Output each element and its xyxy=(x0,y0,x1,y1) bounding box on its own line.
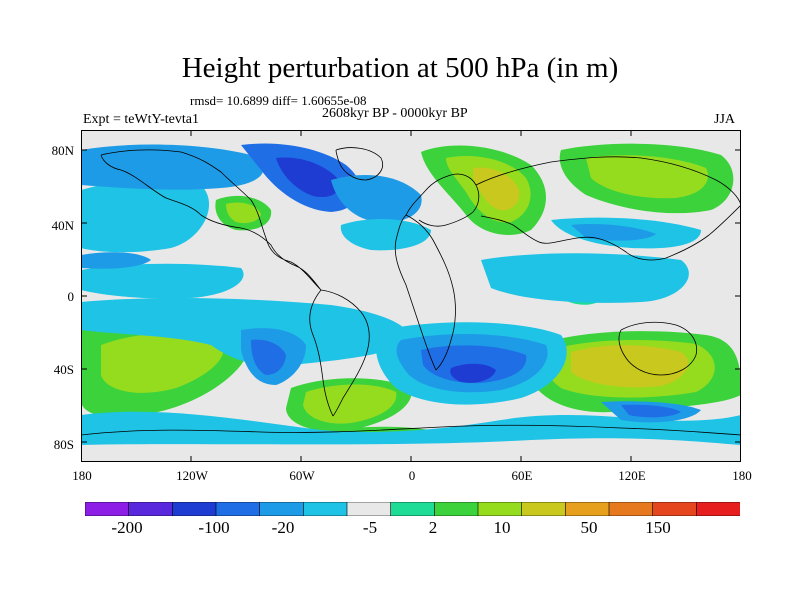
colorbar-swatch xyxy=(346,501,392,517)
colorbar-label: -5 xyxy=(362,518,378,537)
season-label: JJA xyxy=(714,112,736,127)
colorbar-swatch xyxy=(434,501,479,517)
negative-anomaly-regions xyxy=(81,143,741,462)
colorbar-label: -20 xyxy=(271,518,295,537)
colorbar-swatch xyxy=(390,501,436,517)
lon-label: 120E xyxy=(618,468,646,483)
colorbar-label: -100 xyxy=(198,518,230,537)
rmsd-stats: rmsd= 10.6899 diff= 1.60655e-08 xyxy=(190,93,367,108)
experiment-label: Expt = teWtY-tevta1 xyxy=(83,112,199,127)
field-patch xyxy=(81,438,741,462)
positive-anomaly-regions xyxy=(81,143,741,451)
colorbar-label: 2 xyxy=(428,518,438,537)
colorbar-swatch xyxy=(303,501,348,517)
colorbar-swatch xyxy=(521,501,567,517)
colorbar-swatch xyxy=(477,501,523,517)
field-patch xyxy=(303,384,397,424)
colorbar-swatch xyxy=(565,501,610,517)
coastline-asia xyxy=(475,156,741,261)
lon-label: 0 xyxy=(408,468,416,483)
field-patch xyxy=(571,224,656,241)
colorbar-label: 150 xyxy=(645,518,671,537)
lon-label: 60W xyxy=(289,468,315,483)
period-label: 2608kyr BP - 0000kyr BP xyxy=(322,106,468,121)
colorbar-swatch xyxy=(84,501,130,517)
field-patch xyxy=(340,218,431,251)
coastline-greenland xyxy=(335,147,383,181)
field-patch xyxy=(81,178,210,253)
colorbar-swatch xyxy=(128,501,174,517)
field-patch xyxy=(473,167,520,211)
field-patch xyxy=(450,363,496,383)
lat-label: 80N xyxy=(51,143,74,158)
height-field-map xyxy=(81,130,741,462)
colorbar-swatch xyxy=(652,501,698,517)
lat-label: 0 xyxy=(67,289,75,304)
coastlines xyxy=(81,147,741,436)
colorbar-swatch xyxy=(608,501,654,517)
lon-label: 60E xyxy=(511,468,533,483)
field-patch xyxy=(226,202,261,224)
field-patch xyxy=(101,333,224,393)
colorbar-swatch xyxy=(696,501,741,517)
field-patch xyxy=(621,404,681,418)
colorbar-swatches xyxy=(84,501,741,517)
colorbar-label: 50 xyxy=(580,518,598,537)
colorbar xyxy=(84,501,741,517)
field-patch xyxy=(251,339,286,375)
field-patch xyxy=(331,175,422,223)
field-patch xyxy=(586,155,708,199)
map-panel xyxy=(81,130,741,462)
coastline-africa xyxy=(394,214,456,371)
field-patch xyxy=(81,252,151,269)
field-patch xyxy=(276,157,340,198)
lon-label: 180 xyxy=(732,468,752,483)
lat-label: 80S xyxy=(53,437,74,452)
colorbar-label: 10 xyxy=(493,518,511,537)
colorbar-swatch xyxy=(215,501,261,517)
coastline-antarctica xyxy=(81,424,741,436)
field-patch xyxy=(481,253,689,303)
lon-label: 120W xyxy=(176,468,208,483)
plot-title: Height perturbation at 500 hPa (in m) xyxy=(181,52,619,84)
lat-label: 40S xyxy=(53,362,74,377)
coastline-australia xyxy=(618,321,698,376)
colorbar-swatch xyxy=(259,501,305,517)
lat-label: 40N xyxy=(51,218,74,233)
axis-ticks xyxy=(81,130,741,462)
field-patch xyxy=(571,345,689,388)
coastline-south-america xyxy=(309,289,370,417)
lon-label: 180 xyxy=(72,468,92,483)
colorbar-swatch xyxy=(172,501,217,517)
colorbar-label: -200 xyxy=(111,518,143,537)
field-patch xyxy=(81,263,244,299)
coastline-north-america xyxy=(100,149,322,291)
field-patch xyxy=(81,144,264,190)
